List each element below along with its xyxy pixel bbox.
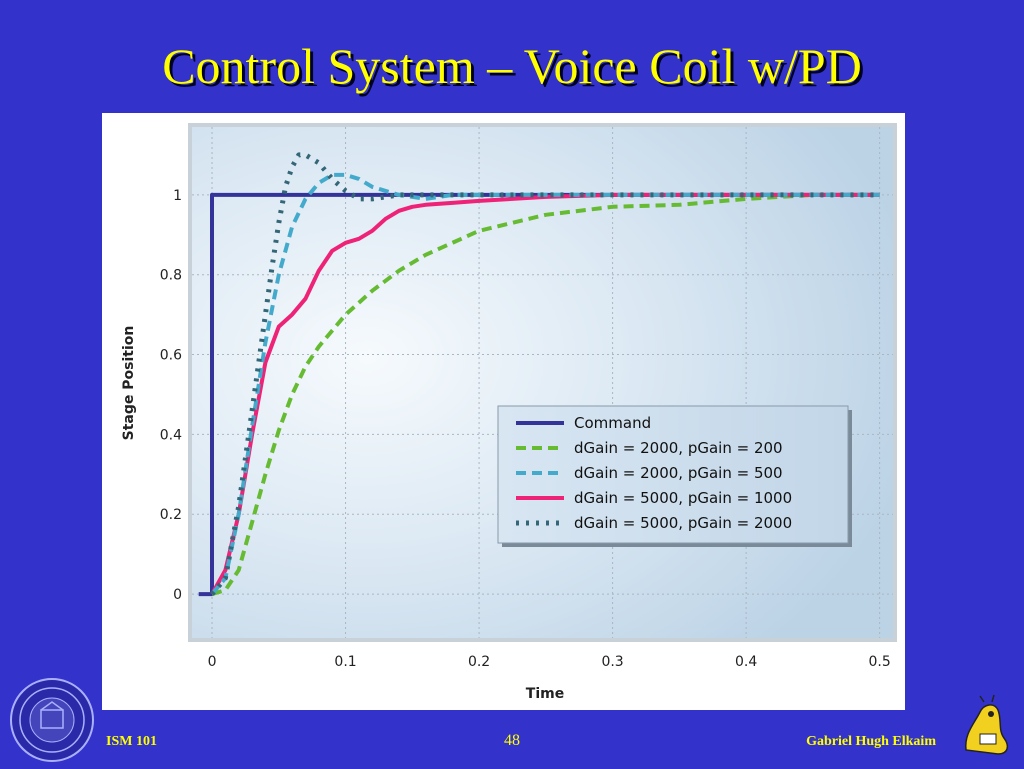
x-tick-label: 0.3 (601, 654, 623, 670)
x-axis-label: Time (526, 686, 564, 702)
legend: Command dGain = 2000, pGain = 200 dGain = … (497, 405, 852, 547)
university-seal-icon (8, 676, 96, 769)
y-tick-label: 1 (173, 188, 182, 204)
y-tick-label: 0.6 (160, 348, 182, 364)
y-tick-label: 0.2 (160, 507, 182, 523)
plot-area (192, 127, 893, 638)
slide-title: Control System – Voice Coil w/PD (162, 38, 862, 94)
x-tick-label: 0.5 (869, 654, 891, 670)
legend-label: Command (574, 414, 651, 432)
series-line-4 (210, 192, 880, 596)
legend-items: Command dGain = 2000, pGain = 200 dGain = … (516, 414, 792, 532)
x-tick-label: 0 (208, 654, 217, 670)
x-tick-labels: 0 0.1 0.2 0.3 0.4 0.5 (208, 654, 891, 670)
x-tick-label: 0.1 (334, 654, 356, 670)
y-tick-label: 0.8 (160, 268, 182, 284)
university-seal-graphic (10, 678, 94, 762)
legend-label: dGain = 2000, pGain = 200 (574, 439, 783, 457)
page-number: 48 (504, 732, 520, 749)
y-tick-label: 0 (173, 587, 182, 603)
series-line-5 (210, 152, 880, 596)
x-tick-label: 0.4 (735, 654, 757, 670)
series-layer (198, 152, 880, 597)
footer-author: Gabriel Hugh Elkaim (806, 734, 936, 749)
banana-slug-mascot-icon (958, 694, 1018, 763)
series-line-2 (211, 192, 880, 597)
y-tick-labels: 0 0.2 0.4 0.6 0.8 1 (160, 188, 182, 603)
y-axis-label: Stage Position (121, 326, 137, 441)
legend-label: dGain = 5000, pGain = 2000 (574, 514, 792, 532)
chart-panel: 0 0.1 0.2 0.3 0.4 0.5 0 0.2 0.4 0.6 0.8 1 Time Sta… (102, 113, 905, 710)
legend-label: dGain = 5000, pGain = 1000 (574, 489, 792, 507)
y-tick-label: 0.4 (160, 427, 182, 443)
mascot-graphic (965, 694, 1009, 755)
footer-course: ISM 101 (106, 734, 157, 749)
x-tick-label: 0.2 (468, 654, 490, 670)
chart: 0 0.1 0.2 0.3 0.4 0.5 0 0.2 0.4 0.6 0.8 1 Time Sta… (121, 123, 897, 702)
legend-label: dGain = 2000, pGain = 500 (574, 464, 783, 482)
